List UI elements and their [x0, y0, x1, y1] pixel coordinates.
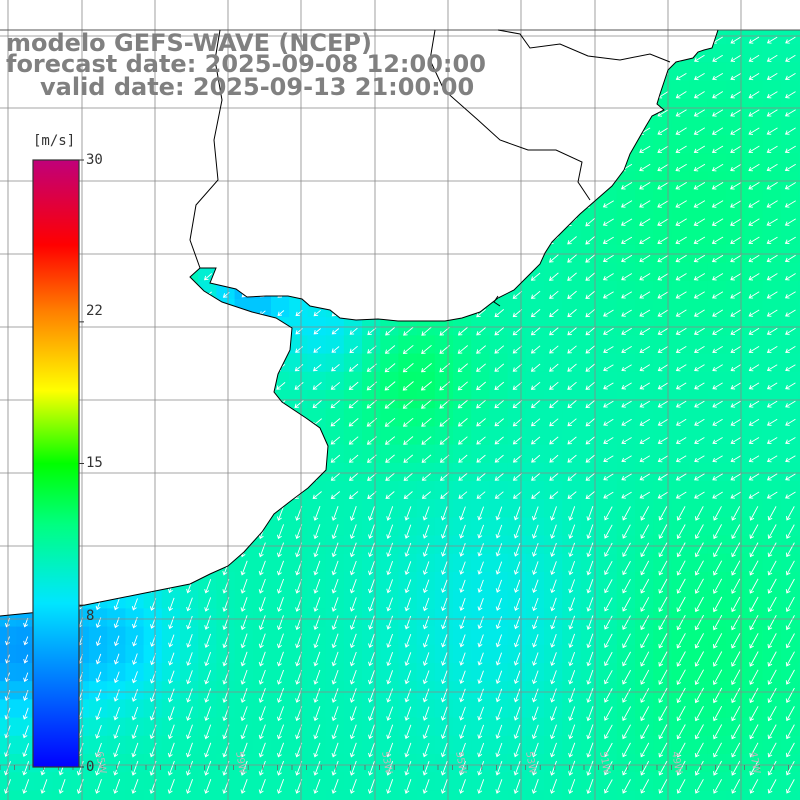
longitude-label: 55W	[453, 751, 468, 775]
coastline	[0, 29, 719, 617]
valid-date: valid date: 2025-09-13 21:00:00	[40, 73, 475, 101]
longitude-label: 53W	[379, 751, 394, 775]
longitude-label: 53W	[523, 751, 538, 775]
longitude-label: 59W	[233, 751, 248, 775]
longitude-label: 47W	[747, 751, 762, 775]
forecast-date: forecast date: 2025-09-08 12:00:00	[6, 50, 486, 78]
colorbar-tick-8: 8	[86, 608, 95, 624]
colorbar-tick-30: 30	[86, 152, 103, 168]
colorbar-ramp	[32, 159, 80, 768]
longitude-labels: 65W 59W 53W 55W 53W 51W 49W 47W	[93, 751, 762, 775]
longitude-label: 49W	[669, 751, 684, 775]
colorbar	[32, 159, 84, 768]
model-title: modelo GEFS-WAVE (NCEP)	[6, 29, 372, 57]
colorbar-tick-0: 0	[86, 759, 95, 775]
longitude-label: 51W	[597, 751, 612, 775]
colorbar-tick-15: 15	[86, 455, 103, 471]
colorbar-tick-22: 22	[86, 303, 103, 319]
longitude-label: 65W	[93, 751, 108, 775]
colorbar-unit: [m/s]	[33, 133, 76, 149]
